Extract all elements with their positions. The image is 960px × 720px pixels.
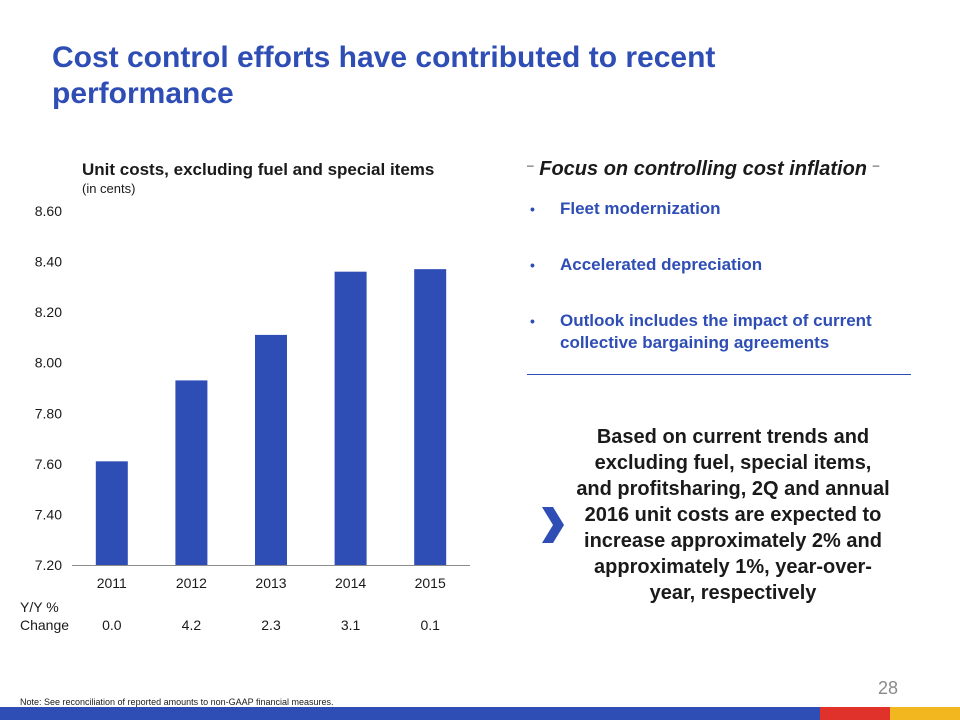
bar-2014 — [334, 271, 367, 565]
bullet-icon: • — [530, 201, 535, 217]
x-tick-label: 2011 — [97, 575, 127, 591]
x-tick-label: 2014 — [335, 575, 366, 591]
yoy-label-line2: Change — [20, 617, 70, 633]
bar-2013 — [255, 334, 287, 565]
bullet-icon: • — [530, 313, 535, 329]
list-item-text: Fleet modernization — [560, 199, 721, 218]
y-tick-label: 8.40 — [35, 254, 62, 270]
yoy-change-2015: 0.1 — [420, 617, 440, 633]
x-tick-label: 2015 — [415, 575, 446, 591]
footer-segment-yellow — [890, 707, 960, 720]
footnote: Note: See reconciliation of reported amo… — [20, 697, 334, 707]
y-tick-label: 8.20 — [35, 304, 62, 320]
y-tick-label: 8.00 — [35, 355, 62, 371]
y-tick-label: 7.40 — [35, 506, 62, 522]
y-tick-label: 7.20 — [35, 557, 62, 573]
chart-subtitle: (in cents) — [82, 181, 136, 196]
bar-2012 — [175, 380, 208, 565]
list-item-text: Outlook includes the impact of current c… — [560, 311, 872, 352]
list-item-text: Accelerated depreciation — [560, 255, 763, 274]
yoy-change-2012: 4.2 — [181, 617, 202, 633]
footer-segment-blue — [0, 707, 820, 720]
yoy-change-2014: 3.1 — [340, 617, 361, 633]
heading-dash-left: – — [527, 158, 534, 172]
y-axis-labels: 7.20 7.40 7.60 7.80 8.00 8.20 8.40 8.60 — [35, 203, 62, 573]
footer-color-bar — [0, 707, 960, 720]
y-tick-label: 8.60 — [35, 203, 62, 219]
y-tick-label: 7.60 — [35, 456, 62, 472]
x-tick-label: 2013 — [255, 575, 286, 591]
x-tick-label: 2012 — [176, 575, 207, 591]
yoy-change-2011: 0.0 — [102, 617, 122, 633]
x-axis-labels: 2011 2012 2013 2014 2015 — [97, 575, 446, 591]
focus-heading: – Focus on controlling cost inflation – — [527, 158, 917, 181]
bullet-icon: • — [530, 257, 535, 273]
chart-title: Unit costs, excluding fuel and special i… — [82, 160, 435, 179]
heading-dash-right: – — [872, 158, 880, 172]
outlook-text: Based on current trends and excluding fu… — [576, 426, 890, 604]
yoy-change-2013: 2.3 — [261, 617, 281, 633]
y-tick-label: 7.80 — [35, 405, 62, 421]
bar-2011 — [95, 461, 128, 565]
footer-segment-red — [820, 707, 890, 720]
section-divider — [527, 374, 911, 375]
list-item: • Accelerated depreciation — [530, 254, 910, 276]
page-number: 28 — [878, 678, 899, 698]
chevron-right-icon — [542, 507, 564, 543]
bar-2015 — [414, 269, 447, 565]
unit-cost-bar-chart: 7.207.407.607.808.008.208.408.60 2011 201… — [35, 203, 470, 591]
slide-title: Cost control efforts have contributed to… — [52, 41, 716, 110]
focus-heading-text: Focus on controlling cost inflation — [539, 158, 868, 180]
list-item: • Outlook includes the impact of current… — [530, 310, 910, 354]
list-item: • Fleet modernization — [530, 198, 910, 220]
bars — [95, 269, 447, 565]
yoy-label-line1: Y/Y % — [20, 599, 59, 615]
